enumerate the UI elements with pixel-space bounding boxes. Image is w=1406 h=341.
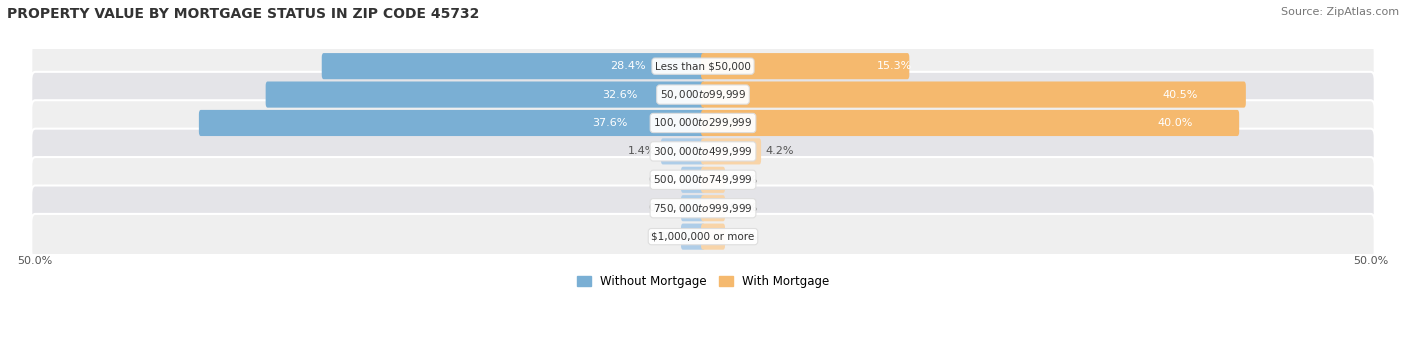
Text: PROPERTY VALUE BY MORTGAGE STATUS IN ZIP CODE 45732: PROPERTY VALUE BY MORTGAGE STATUS IN ZIP… — [7, 7, 479, 21]
FancyBboxPatch shape — [31, 43, 1375, 89]
FancyBboxPatch shape — [702, 53, 910, 79]
Text: Source: ZipAtlas.com: Source: ZipAtlas.com — [1281, 7, 1399, 17]
Text: 32.6%: 32.6% — [602, 90, 638, 100]
Text: $300,000 to $499,999: $300,000 to $499,999 — [654, 145, 752, 158]
Text: $1,000,000 or more: $1,000,000 or more — [651, 232, 755, 242]
FancyBboxPatch shape — [702, 195, 725, 221]
FancyBboxPatch shape — [702, 81, 1246, 108]
FancyBboxPatch shape — [702, 224, 725, 250]
FancyBboxPatch shape — [31, 100, 1375, 146]
FancyBboxPatch shape — [702, 138, 761, 164]
FancyBboxPatch shape — [266, 81, 704, 108]
FancyBboxPatch shape — [31, 129, 1375, 174]
FancyBboxPatch shape — [31, 157, 1375, 203]
FancyBboxPatch shape — [322, 53, 704, 79]
Text: 40.0%: 40.0% — [1157, 118, 1192, 128]
Text: 0.0%: 0.0% — [730, 232, 758, 242]
Text: $750,000 to $999,999: $750,000 to $999,999 — [654, 202, 752, 215]
Text: 28.4%: 28.4% — [610, 61, 647, 71]
FancyBboxPatch shape — [681, 167, 704, 193]
FancyBboxPatch shape — [681, 224, 704, 250]
Text: 0.0%: 0.0% — [648, 175, 676, 185]
FancyBboxPatch shape — [702, 110, 1239, 136]
Text: 37.6%: 37.6% — [592, 118, 627, 128]
Text: 1.4%: 1.4% — [628, 146, 657, 157]
Text: $50,000 to $99,999: $50,000 to $99,999 — [659, 88, 747, 101]
FancyBboxPatch shape — [661, 138, 704, 164]
FancyBboxPatch shape — [31, 186, 1375, 231]
Text: 0.0%: 0.0% — [648, 232, 676, 242]
Legend: Without Mortgage, With Mortgage: Without Mortgage, With Mortgage — [572, 270, 834, 293]
Text: $500,000 to $749,999: $500,000 to $749,999 — [654, 173, 752, 186]
Text: 0.0%: 0.0% — [730, 175, 758, 185]
Text: $100,000 to $299,999: $100,000 to $299,999 — [654, 117, 752, 130]
Text: Less than $50,000: Less than $50,000 — [655, 61, 751, 71]
FancyBboxPatch shape — [702, 167, 725, 193]
Text: 15.3%: 15.3% — [877, 61, 912, 71]
FancyBboxPatch shape — [198, 110, 704, 136]
Text: 0.0%: 0.0% — [648, 203, 676, 213]
FancyBboxPatch shape — [31, 214, 1375, 260]
Text: 40.5%: 40.5% — [1163, 90, 1198, 100]
Text: 4.2%: 4.2% — [766, 146, 794, 157]
FancyBboxPatch shape — [681, 195, 704, 221]
Text: 0.0%: 0.0% — [730, 203, 758, 213]
FancyBboxPatch shape — [31, 72, 1375, 117]
